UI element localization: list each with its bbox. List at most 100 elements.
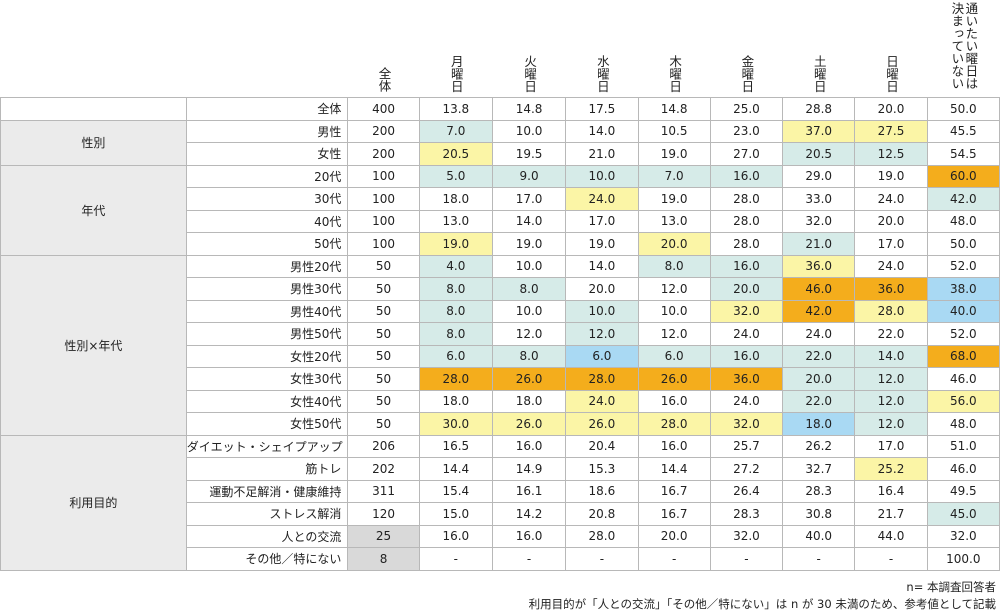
value-cell: 16.0 [491, 434, 567, 458]
crosstab-table: 全体 月曜日 火曜日 水曜日 木曜日 金曜日 土曜日 日曜日 通いたい曜日は決ま… [0, 2, 1000, 571]
value-cell: 50.0 [926, 97, 1000, 121]
row-label: 40代 [185, 209, 349, 233]
value-cell: 12.0 [854, 412, 928, 436]
value-cell: 21.0 [782, 232, 856, 256]
value-cell: 23.0 [709, 119, 784, 143]
value-cell: 17.0 [854, 434, 928, 458]
value-cell: 15.3 [565, 457, 639, 481]
value-cell: 12.0 [854, 367, 928, 391]
value-cell: 19.5 [491, 142, 567, 166]
table-row: 男性40代 50 8.0 10.0 10.0 10.0 32.0 42.0 28.0 40.0 [1, 299, 1000, 323]
value-cell: 26.0 [491, 367, 567, 391]
sample-size-cell: 120 [347, 502, 420, 526]
value-cell: 12.0 [565, 322, 639, 346]
value-cell: 12.0 [491, 322, 567, 346]
value-cell: 17.0 [491, 187, 567, 211]
value-cell: 42.0 [782, 299, 856, 323]
value-cell: 20.5 [418, 142, 493, 166]
value-cell: 28.0 [565, 367, 639, 391]
value-cell: 8.0 [637, 254, 711, 278]
value-cell: 12.5 [854, 142, 928, 166]
value-cell: 36.0 [854, 277, 928, 301]
value-cell: 28.3 [709, 502, 784, 526]
value-cell: 25.2 [854, 457, 928, 481]
value-cell: 26.0 [565, 412, 639, 436]
row-label: 50代 [185, 232, 349, 256]
value-cell: 19.0 [854, 164, 928, 188]
value-cell: 19.0 [637, 187, 711, 211]
value-cell: 26.0 [637, 367, 711, 391]
value-cell: 10.0 [491, 119, 567, 143]
value-cell: 21.0 [565, 142, 639, 166]
row-label: ストレス解消 [185, 502, 349, 526]
value-cell: 22.0 [782, 389, 856, 413]
value-cell: 22.0 [854, 322, 928, 346]
table-row: 人との交流 25 16.0 16.0 28.0 20.0 32.0 40.0 44.0 32.0 [1, 524, 1000, 548]
sample-size-cell: 50 [347, 277, 420, 301]
sample-size-cell: 50 [347, 254, 420, 278]
value-cell: 20.0 [854, 209, 928, 233]
value-cell: 18.0 [418, 389, 493, 413]
value-cell: 24.0 [565, 389, 639, 413]
value-cell: 46.0 [782, 277, 856, 301]
value-cell: 26.0 [491, 412, 567, 436]
col-header-wednesday: 水曜日 [594, 54, 610, 93]
row-label: 20代 [185, 164, 349, 188]
base-note: n= 本調査回答者 [906, 580, 996, 594]
sample-size-cell: 100 [347, 187, 420, 211]
value-cell: 10.0 [491, 299, 567, 323]
value-cell: 8.0 [418, 299, 493, 323]
value-cell: 14.0 [491, 209, 567, 233]
row-label: 女性30代 [185, 367, 349, 391]
value-cell: 16.0 [418, 524, 493, 548]
value-cell: 28.0 [565, 524, 639, 548]
sample-size-cell: 100 [347, 164, 420, 188]
sample-size-cell: 50 [347, 367, 420, 391]
value-cell: 18.0 [418, 187, 493, 211]
value-cell: 20.4 [565, 434, 639, 458]
table-row: 利用目的 ダイエット・シェイプアップ 206 16.5 16.0 20.4 16.0 25.7… [0, 434, 1000, 571]
value-cell: 30.8 [782, 502, 856, 526]
col-header-friday: 金曜日 [739, 54, 755, 93]
value-cell: 6.0 [565, 344, 639, 368]
value-cell: 40.0 [782, 524, 856, 548]
value-cell: 28.0 [418, 367, 493, 391]
value-cell: 28.0 [854, 299, 928, 323]
value-cell: 16.0 [709, 164, 784, 188]
value-cell: 20.0 [565, 277, 639, 301]
value-cell: 48.0 [926, 209, 1000, 233]
value-cell: 42.0 [926, 187, 1000, 211]
value-cell: 8.0 [418, 322, 493, 346]
sample-size-cell: 311 [347, 479, 420, 503]
value-cell: 68.0 [926, 344, 1000, 368]
sample-size-cell: 400 [347, 97, 420, 121]
value-cell: 54.5 [926, 142, 1000, 166]
value-cell: - [565, 547, 639, 571]
table-row: 全体 400 13.8 14.8 17.5 14.8 25.0 28.8 20.0 50.0 [0, 97, 1000, 121]
sample-size-cell: 8 [347, 547, 420, 571]
value-cell: 51.0 [926, 434, 1000, 458]
value-cell: 16.4 [854, 479, 928, 503]
value-cell: 49.5 [926, 479, 1000, 503]
value-cell: 20.0 [782, 367, 856, 391]
value-cell: 12.0 [854, 389, 928, 413]
value-cell: 38.0 [926, 277, 1000, 301]
col-header-sunday: 日曜日 [883, 54, 899, 93]
value-cell: 19.0 [565, 232, 639, 256]
row-label: 女性20代 [185, 344, 349, 368]
row-label: 女性50代 [185, 412, 349, 436]
value-cell: 19.0 [418, 232, 493, 256]
value-cell: 32.0 [926, 524, 1000, 548]
group-label [0, 97, 187, 121]
value-cell: 24.0 [782, 322, 856, 346]
table-row: 50代 100 19.0 19.0 19.0 20.0 28.0 21.0 17.0 50.0 [1, 232, 1000, 256]
table-row: 運動不足解消・健康維持 311 15.4 16.1 18.6 16.7 26.4 28.3 16… [1, 479, 1000, 503]
value-cell: 26.4 [709, 479, 784, 503]
value-cell: - [709, 547, 784, 571]
table-row: 女性20代 50 6.0 8.0 6.0 6.0 16.0 22.0 14.0 68.0 [1, 344, 1000, 368]
value-cell: - [418, 547, 493, 571]
row-label: 男性30代 [185, 277, 349, 301]
sample-size-cell: 50 [347, 299, 420, 323]
sample-size-cell: 100 [347, 232, 420, 256]
value-cell: 18.0 [491, 389, 567, 413]
